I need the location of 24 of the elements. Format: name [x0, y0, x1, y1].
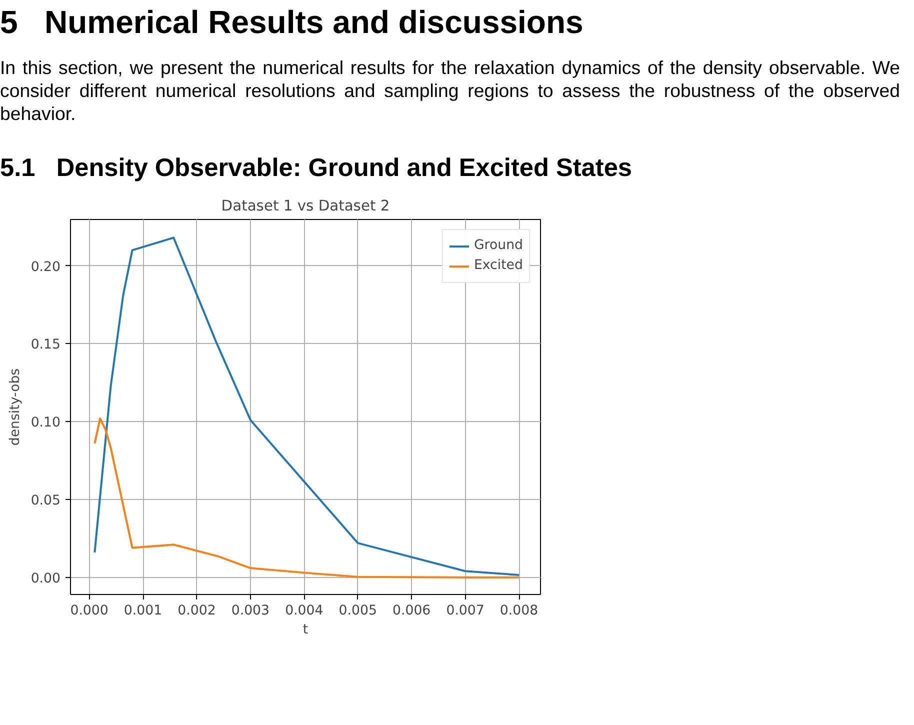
x-tick-label: 0.000	[70, 603, 108, 618]
line-series	[94, 417, 520, 578]
text: 5 Numerical Results and discussions	[0, 3, 584, 42]
y-tick-label: 0.15	[30, 338, 61, 353]
line-series	[94, 236, 520, 576]
x-tick-label: 0.002	[178, 603, 216, 618]
y-tick-label: 0.10	[30, 415, 61, 430]
chart-title: Dataset 1 vs Dataset 2	[221, 197, 390, 214]
x-tick-label: 0.004	[285, 603, 324, 618]
y-tick-label: 0.00	[30, 571, 61, 586]
legend-label: Ground	[474, 238, 523, 254]
y-tick-label: 0.05	[30, 493, 61, 508]
y-tick-label: 0.20	[30, 260, 61, 275]
legend-label: Excited	[474, 258, 523, 274]
text: 5.1 Density Observable: Ground and Excited States	[0, 152, 632, 184]
text: In this section, we present the numerical results for the relaxation dynamics of the density observable. We consider different numerical resolutions and sampling regions to assess the robustness of the observed behavior.	[0, 56, 900, 126]
y-axis-title: density-obs	[8, 368, 23, 446]
x-tick-label: 0.006	[392, 603, 431, 618]
x-tick-label: 0.007	[446, 603, 484, 618]
x-tick-label: 0.005	[338, 603, 377, 618]
x-axis-title: t	[302, 622, 308, 638]
x-tick-label: 0.003	[231, 603, 270, 618]
x-tick-label: 0.001	[124, 603, 162, 618]
x-tick-label: 0.008	[500, 603, 538, 618]
